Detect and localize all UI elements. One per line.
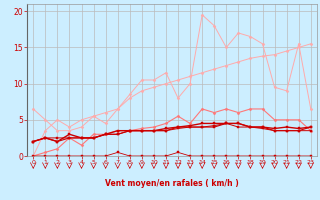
X-axis label: Vent moyen/en rafales ( km/h ): Vent moyen/en rafales ( km/h ) xyxy=(105,179,239,188)
